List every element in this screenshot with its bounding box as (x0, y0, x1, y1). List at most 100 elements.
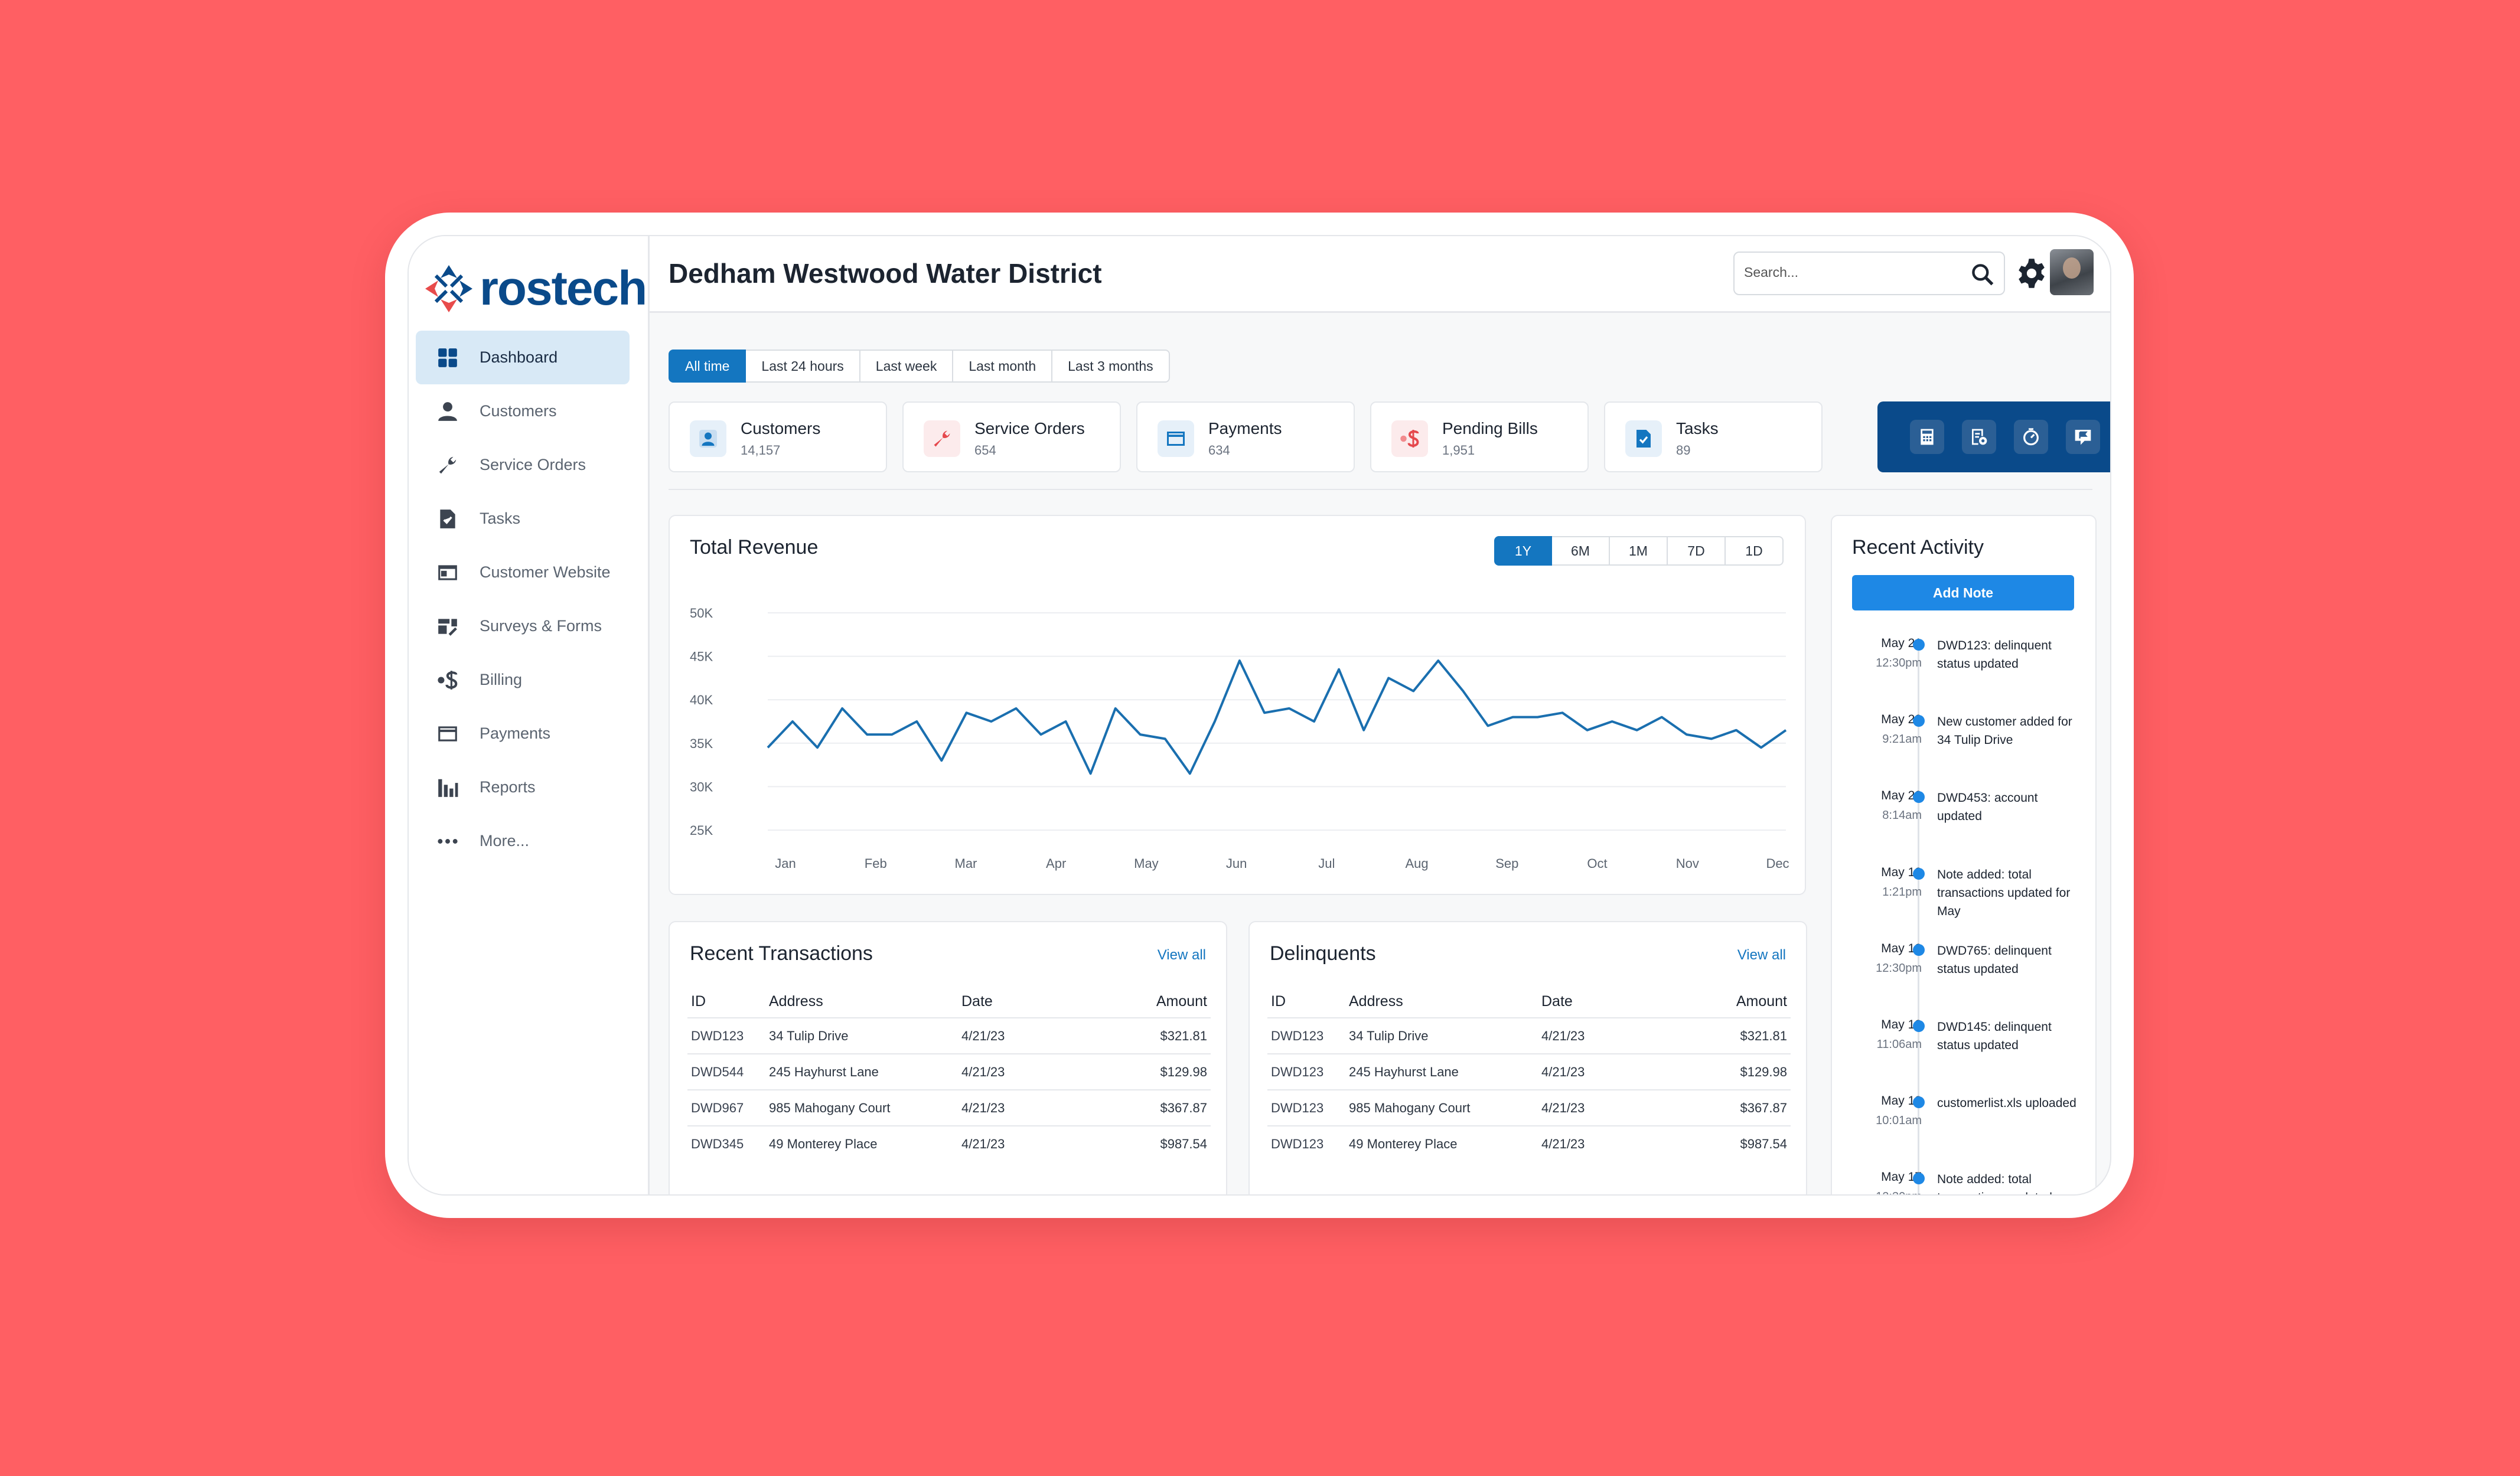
cell-address: 985 Mahogany Court (765, 1089, 958, 1126)
activity-item[interactable]: May 17 12:30pm Note added: total transac… (1844, 1170, 2092, 1194)
sidebar-item-billing[interactable]: Billing (416, 653, 630, 707)
range-7d[interactable]: 7D (1668, 536, 1726, 566)
activity-item[interactable]: May 19 12:30pm DWD765: delinquent status… (1844, 942, 2092, 1007)
document-settings-icon[interactable] (1962, 420, 1996, 454)
x-tick-label: Mar (955, 856, 977, 871)
sidebar-item-customers[interactable]: Customers (416, 384, 630, 438)
brand-logo[interactable]: rostech (420, 256, 647, 321)
filter-last-24-hours[interactable]: Last 24 hours (746, 350, 860, 383)
user-avatar[interactable] (2050, 249, 2094, 295)
sidebar-item-service-orders[interactable]: Service Orders (416, 438, 630, 492)
page-title: Dedham Westwood Water District (669, 258, 1102, 289)
activity-date: May 17 (1881, 1170, 1922, 1184)
timeline-dot (1913, 791, 1925, 803)
table-row[interactable]: DWD123 34 Tulip Drive 4/21/23 $321.81 (1267, 1017, 1791, 1054)
stat-card-payments[interactable]: Payments 634 (1136, 401, 1355, 472)
table-row[interactable]: DWD345 49 Monterey Place 4/21/23 $987.54 (687, 1125, 1211, 1162)
add-note-button[interactable]: Add Note (1852, 575, 2074, 610)
y-tick-label: 40K (690, 693, 713, 707)
y-tick-label: 45K (690, 649, 713, 664)
activity-text: DWD145: delinquent status updated (1937, 1020, 2052, 1052)
x-tick-label: Jun (1226, 856, 1247, 871)
sidebar-item-more[interactable]: More... (416, 814, 630, 868)
filter-last-3-months[interactable]: Last 3 months (1052, 350, 1170, 383)
activity-item[interactable]: May 20 9:21am New customer added for 34 … (1844, 713, 2092, 778)
sidebar-item-reports[interactable]: Reports (416, 760, 630, 814)
cell-date: 4/21/23 (958, 1089, 1106, 1126)
search-box[interactable] (1733, 252, 2005, 295)
transactions-view-all-link[interactable]: View all (1157, 947, 1206, 963)
timer-icon[interactable] (2014, 420, 2048, 454)
revenue-line-chart: 50K 45K 40K 35K 30K 25K Jan Feb Mar Apr May Jun Jul A… (690, 606, 1789, 871)
activity-item[interactable]: May 18 11:06am DWD145: delinquent status… (1844, 1018, 2092, 1083)
cell-address: 985 Mahogany Court (1345, 1089, 1538, 1126)
activity-item[interactable]: May 21 12:30pm DWD123: delinquent status… (1844, 636, 2092, 701)
sidebar-item-label: Customer Website (480, 563, 611, 581)
range-1d[interactable]: 1D (1726, 536, 1784, 566)
activity-item[interactable]: May 20 8:14am DWD453: account updated (1844, 789, 2092, 854)
search-icon[interactable] (1970, 262, 1996, 288)
table-row[interactable]: DWD967 985 Mahogany Court 4/21/23 $367.8… (687, 1089, 1211, 1126)
activity-title: Recent Activity (1852, 536, 1984, 559)
stat-value: 14,157 (741, 443, 781, 458)
transactions-table: ID Address Date Amount DWD123 34 Tulip D… (687, 986, 1211, 1162)
stat-card-pending-bills[interactable]: Pending Bills 1,951 (1370, 401, 1589, 472)
delinquents-card: Delinquents View all ID Address Date Amo… (1248, 921, 1807, 1194)
activity-time: 12:30pm (1876, 1190, 1922, 1194)
sidebar: rostech Dashboard Customers Service Orde… (409, 236, 650, 1194)
sidebar-item-payments[interactable]: Payments (416, 707, 630, 760)
table-row[interactable]: DWD544 245 Hayhurst Lane 4/21/23 $129.98 (687, 1053, 1211, 1090)
x-tick-label: Feb (865, 856, 887, 871)
reports-icon (436, 776, 459, 799)
website-icon (436, 561, 459, 584)
cell-address: 245 Hayhurst Lane (1345, 1053, 1538, 1090)
activity-item[interactable]: May 19 1:21pm Note added: total transact… (1844, 866, 2092, 930)
app-screen: rostech Dashboard Customers Service Orde… (407, 235, 2111, 1196)
table-row[interactable]: DWD123 245 Hayhurst Lane 4/21/23 $129.98 (1267, 1053, 1791, 1090)
sidebar-item-tasks[interactable]: Tasks (416, 492, 630, 546)
y-tick-label: 35K (690, 736, 713, 751)
activity-text: DWD453: account updated (1937, 791, 2038, 823)
activity-text: DWD123: delinquent status updated (1937, 639, 2052, 671)
x-tick-label: Sep (1495, 856, 1518, 871)
sidebar-item-label: Dashboard (480, 348, 558, 366)
flag-board-icon[interactable] (2066, 420, 2100, 454)
filter-last-month[interactable]: Last month (953, 350, 1053, 383)
cell-date: 4/21/23 (958, 1053, 1106, 1090)
stat-value: 89 (1676, 443, 1691, 458)
filter-last-week[interactable]: Last week (860, 350, 954, 383)
search-input[interactable] (1744, 264, 1957, 280)
recent-transactions-card: Recent Transactions View all ID Address … (669, 921, 1227, 1194)
table-row[interactable]: DWD123 985 Mahogany Court 4/21/23 $367.8… (1267, 1089, 1791, 1126)
billing-icon (436, 668, 459, 692)
range-1m[interactable]: 1M (1610, 536, 1668, 566)
sidebar-item-customer-website[interactable]: Customer Website (416, 546, 630, 599)
cell-date: 4/21/23 (1538, 1125, 1686, 1162)
stat-card-customers[interactable]: Customers 14,157 (669, 401, 887, 472)
calculator-icon[interactable] (1910, 420, 1944, 454)
cell-address: 49 Monterey Place (1345, 1125, 1538, 1162)
cell-id: DWD123 (1267, 1125, 1345, 1162)
cell-id: DWD345 (687, 1125, 765, 1162)
stat-card-tasks[interactable]: Tasks 89 (1604, 401, 1823, 472)
time-filter-group: All time Last 24 hours Last week Last mo… (669, 350, 1170, 383)
y-tick-label: 50K (690, 606, 713, 621)
sidebar-item-surveys-forms[interactable]: Surveys & Forms (416, 599, 630, 653)
activity-item[interactable]: May 18 10:01am customerlist.xls uploaded (1844, 1094, 2092, 1159)
range-6m[interactable]: 6M (1552, 536, 1610, 566)
cell-id: DWD544 (687, 1053, 765, 1090)
range-1y[interactable]: 1Y (1494, 536, 1552, 566)
activity-date: May 18 (1881, 1094, 1922, 1108)
table-row[interactable]: DWD123 49 Monterey Place 4/21/23 $987.54 (1267, 1125, 1791, 1162)
tablet-frame: rostech Dashboard Customers Service Orde… (385, 213, 2134, 1218)
gear-icon[interactable] (2016, 257, 2048, 289)
cell-amount: $367.87 (1106, 1089, 1211, 1126)
cell-date: 4/21/23 (958, 1017, 1106, 1054)
sidebar-item-dashboard[interactable]: Dashboard (416, 331, 630, 384)
delinquents-view-all-link[interactable]: View all (1737, 947, 1786, 963)
stat-card-service-orders[interactable]: Service Orders 654 (902, 401, 1121, 472)
stat-value: 654 (974, 443, 996, 458)
table-row[interactable]: DWD123 34 Tulip Drive 4/21/23 $321.81 (687, 1017, 1211, 1054)
activity-time: 11:06am (1876, 1038, 1922, 1051)
filter-all-time[interactable]: All time (669, 350, 746, 383)
